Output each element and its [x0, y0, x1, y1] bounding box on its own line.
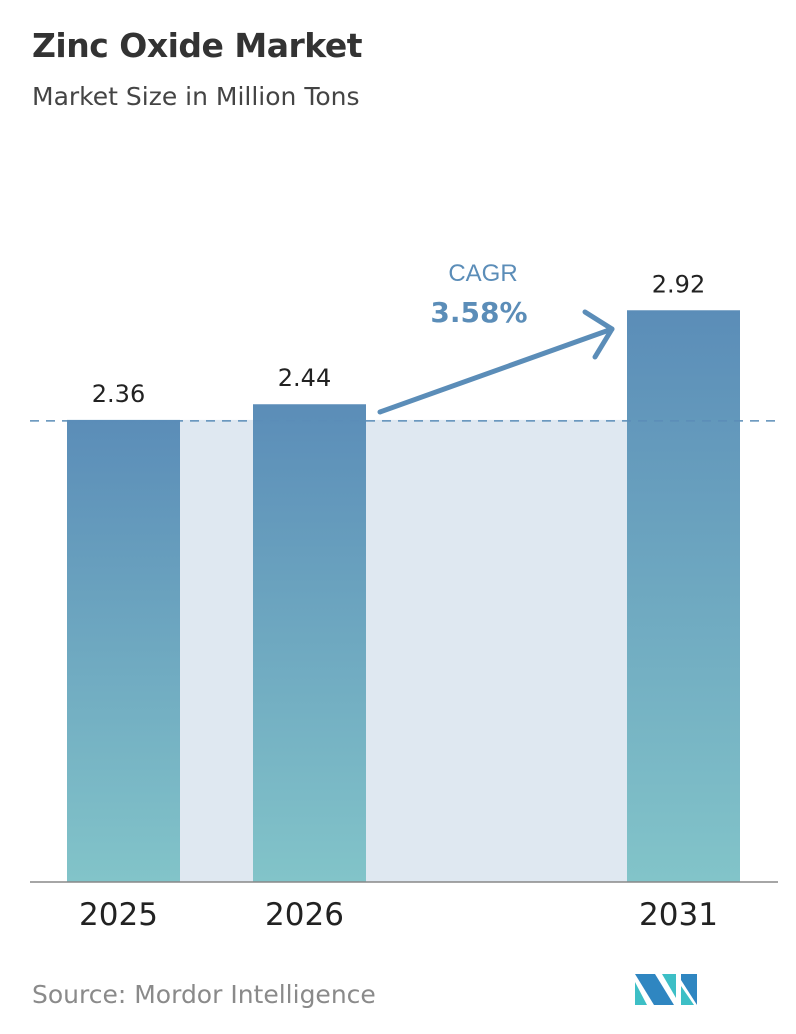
x-tick-label-2026: 2026: [265, 897, 344, 933]
data-label-2031: 2.92: [652, 270, 705, 298]
cagr-arrow: [377, 309, 615, 415]
bar-2031: [627, 310, 740, 882]
data-label-2026: 2.44: [278, 364, 331, 392]
x-tick-label-2025: 2025: [79, 897, 158, 933]
chart-title: Zinc Oxide Market: [32, 26, 363, 65]
x-tick-label-2031: 2031: [639, 897, 718, 933]
chart-subtitle: Market Size in Million Tons: [32, 82, 360, 111]
cagr-value: 3.58%: [430, 296, 527, 329]
data-label-2025: 2.36: [92, 380, 145, 408]
cagr-label: CAGR: [448, 260, 517, 287]
bar-2025: [67, 419, 180, 882]
source-text: Source: Mordor Intelligence: [32, 980, 376, 1009]
bar-2026: [253, 404, 366, 882]
